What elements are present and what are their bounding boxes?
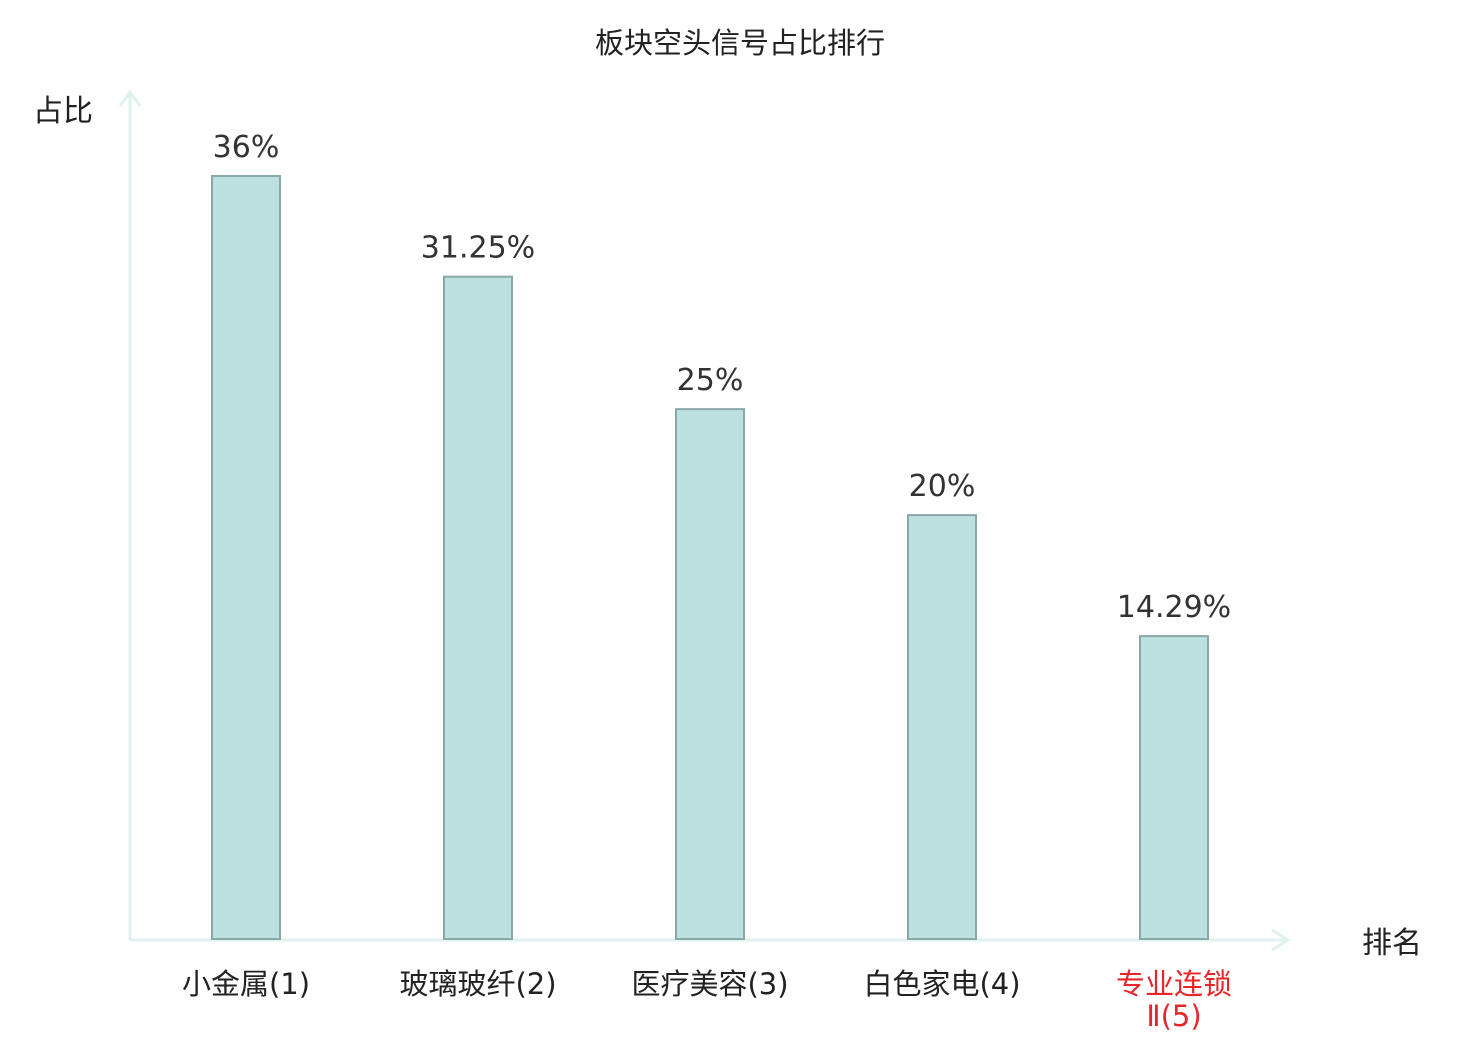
bar [1139, 635, 1209, 941]
bars [211, 175, 1209, 941]
x-axis-label: 排名 [1362, 926, 1422, 961]
value-labels: 36% 31.25% 25% 20% 14.29% [213, 130, 1232, 625]
data-label: 25% [677, 363, 744, 398]
bar [675, 408, 745, 940]
x-tick-labels: 小金属(1) 玻璃玻纤(2) 医疗美容(3) 白色家电(4) 专业连锁 Ⅱ(5) [182, 967, 1232, 1033]
x-tick-label: 白色家电(4) [863, 967, 1020, 1001]
chart-title: 板块空头信号占比排行 [595, 26, 885, 60]
bar [443, 275, 513, 941]
bar [211, 175, 281, 940]
data-label: 36% [213, 130, 280, 165]
y-axis [118, 89, 142, 940]
data-label: 20% [909, 469, 976, 504]
x-tick-label: 医疗美容(3) [631, 967, 788, 1001]
x-tick-label: 小金属(1) [182, 967, 310, 1001]
x-tick-label: 玻璃玻纤(2) [399, 967, 556, 1001]
x-tick-label: 专业连锁 Ⅱ(5) [1116, 967, 1232, 1033]
y-axis-label: 占比 [33, 94, 93, 129]
bar [907, 514, 977, 940]
data-label: 31.25% [421, 231, 535, 266]
data-label: 14.29% [1117, 590, 1231, 625]
